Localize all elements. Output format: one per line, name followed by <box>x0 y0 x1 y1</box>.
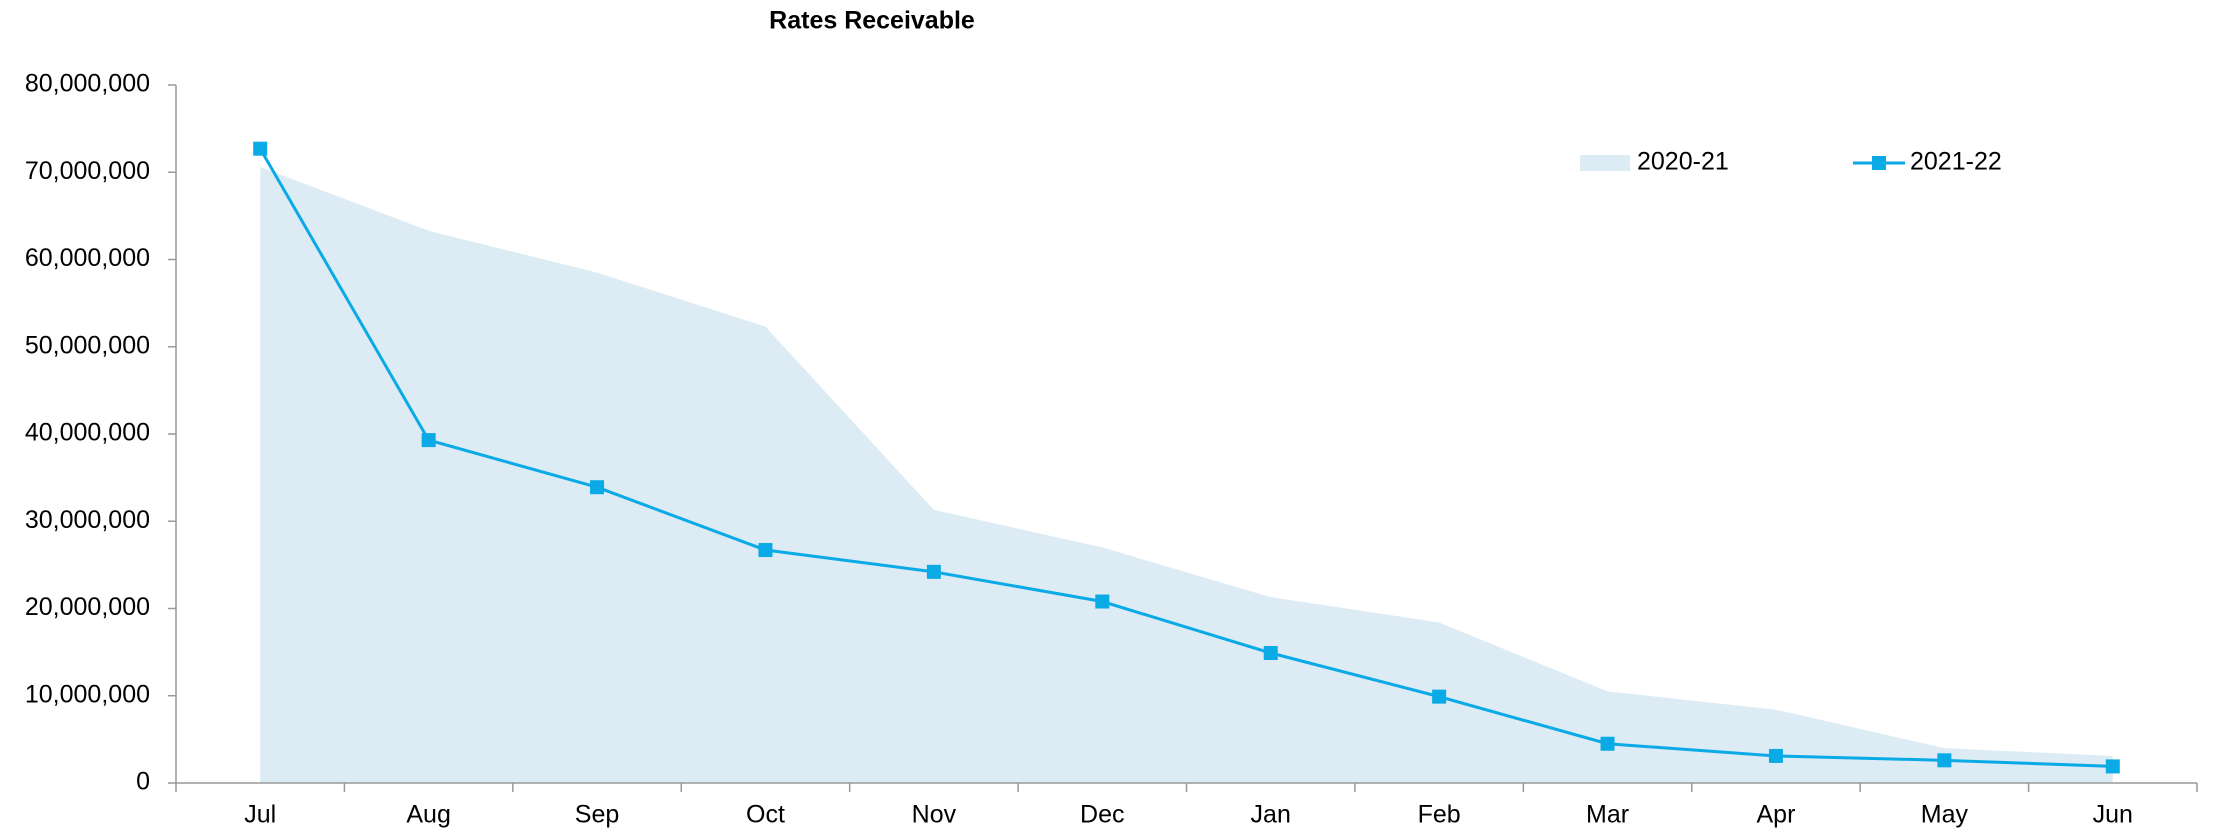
area <box>260 167 2113 783</box>
y-tick-label: 50,000,000 <box>25 331 150 359</box>
marker <box>1263 645 1278 660</box>
marker <box>1095 594 1110 609</box>
legend-label: 2021-22 <box>1910 148 2002 176</box>
marker <box>1937 753 1952 768</box>
y-tick-label: 30,000,000 <box>25 506 150 534</box>
legend-swatch <box>1580 155 1630 171</box>
y-tick-label: 40,000,000 <box>25 419 150 447</box>
line <box>258 147 2113 768</box>
x-tick-label: Aug <box>406 801 450 829</box>
marker <box>253 141 268 156</box>
y-tick-label: 60,000,000 <box>25 244 150 272</box>
x-tick-label: Nov <box>912 801 957 829</box>
marker <box>1768 748 1783 763</box>
marker <box>2105 759 2120 774</box>
x-tick-label: Sep <box>575 801 619 829</box>
y-tick-label: 70,000,000 <box>25 157 150 185</box>
x-tick-label: Apr <box>1757 801 1796 829</box>
y-tick-label: 20,000,000 <box>25 593 150 621</box>
y-tick-label: 0 <box>136 768 150 796</box>
x-tick-label: Dec <box>1080 801 1124 829</box>
y-tick-label: 10,000,000 <box>25 680 150 708</box>
marker <box>421 433 436 448</box>
legend-marker <box>1872 156 1886 170</box>
x-tick-label: Jan <box>1251 801 1291 829</box>
chart-title: Rates Receivable <box>769 7 975 35</box>
legend-label: 2020-21 <box>1637 148 1729 176</box>
x-tick-label: Jun <box>2093 801 2133 829</box>
marker <box>926 564 941 579</box>
x-tick-label: May <box>1921 801 1969 829</box>
marker <box>758 543 773 558</box>
marker <box>590 480 605 495</box>
x-tick-label: Feb <box>1418 801 1461 829</box>
marker <box>1432 689 1447 704</box>
x-tick-label: Oct <box>746 801 785 829</box>
x-tick-label: Mar <box>1586 801 1629 829</box>
marker <box>1600 736 1615 751</box>
y-tick-label: 80,000,000 <box>25 70 150 98</box>
x-tick-label: Jul <box>244 801 276 829</box>
